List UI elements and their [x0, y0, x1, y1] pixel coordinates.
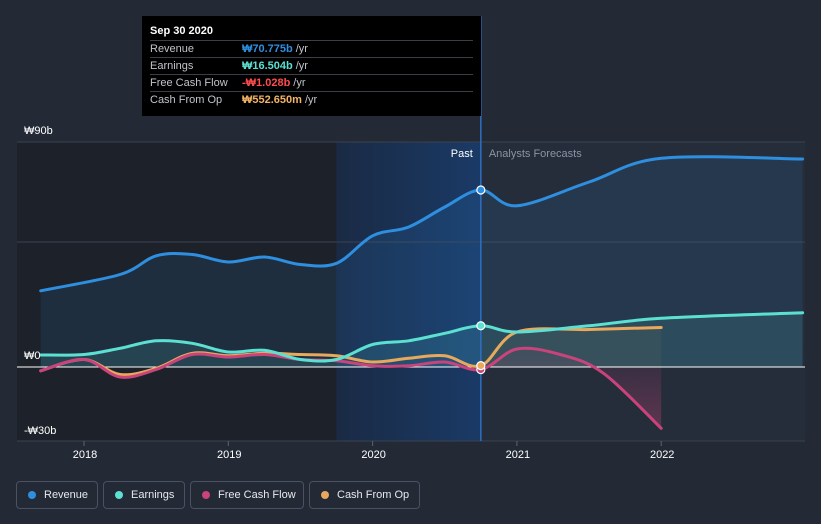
- series-area-revenue: [40, 156, 803, 367]
- legend-label: Cash From Op: [337, 489, 410, 501]
- tooltip-unit: /yr: [293, 77, 306, 89]
- data-point-earnings: [476, 321, 486, 331]
- series-line-revenue: [39, 155, 805, 293]
- x-tick-label: 2019: [217, 449, 241, 461]
- x-tick-label: 2020: [361, 449, 385, 461]
- forecast-label: Analysts Forecasts: [489, 148, 582, 160]
- series-line-earnings: [39, 311, 805, 363]
- legend-dot-icon: [28, 491, 36, 499]
- legend-free-cash-flow[interactable]: Free Cash Flow: [190, 481, 304, 509]
- tooltip-row-earnings: Earnings ₩16.504b /yr: [150, 57, 473, 74]
- data-point-cash-from-op: [476, 361, 486, 371]
- legend-earnings[interactable]: Earnings: [103, 481, 185, 509]
- tooltip-value: -₩1.028b: [242, 77, 291, 89]
- legend-dot-icon: [202, 491, 210, 499]
- legend-dot-icon: [321, 491, 329, 499]
- legend-revenue[interactable]: Revenue: [16, 481, 98, 509]
- y-tick-label: -₩30b: [24, 425, 56, 437]
- x-tick-label: 2022: [650, 449, 674, 461]
- y-tick-label: ₩0: [24, 350, 41, 362]
- x-tick-label: 2018: [73, 449, 97, 461]
- tooltip-unit: /yr: [295, 60, 308, 72]
- legend-label: Revenue: [44, 489, 89, 501]
- tooltip-label: Cash From Op: [150, 94, 223, 106]
- past-label: Past: [451, 148, 473, 160]
- highlight-period: [336, 142, 481, 441]
- y-tick-label: ₩90b: [24, 125, 53, 137]
- tooltip-row-free-cash-flow: Free Cash Flow -₩1.028b /yr: [150, 74, 473, 91]
- legend-cash-from-op[interactable]: Cash From Op: [309, 481, 420, 509]
- tooltip-value: ₩70.775b: [242, 43, 293, 55]
- tooltip-value: ₩552.650m: [242, 94, 302, 106]
- series-area-cash-from-op: [480, 327, 662, 367]
- tooltip-unit: /yr: [295, 43, 308, 55]
- series-area-free-cash-flow: [480, 348, 662, 429]
- tooltip-unit: /yr: [304, 94, 318, 106]
- tooltip-label: Earnings: [150, 60, 194, 72]
- past-region: [17, 142, 337, 441]
- hover-tooltip: Sep 30 2020 Revenue ₩70.775b /yr Earning…: [142, 16, 481, 116]
- legend-label: Earnings: [131, 489, 175, 501]
- data-point-revenue: [476, 185, 486, 195]
- tooltip-row-revenue: Revenue ₩70.775b /yr: [150, 40, 473, 57]
- legend-dot-icon: [115, 491, 123, 499]
- tooltip-label: Revenue: [150, 43, 195, 55]
- tooltip-row-cash-from-op: Cash From Op ₩552.650m /yr: [150, 91, 473, 108]
- series-line-cash-from-op: [39, 326, 663, 377]
- tooltip-label: Free Cash Flow: [150, 77, 228, 89]
- tooltip-value: ₩16.504b: [242, 60, 293, 72]
- tooltip-date: Sep 30 2020: [150, 25, 213, 37]
- x-tick-label: 2021: [506, 449, 530, 461]
- legend-label: Free Cash Flow: [218, 489, 296, 501]
